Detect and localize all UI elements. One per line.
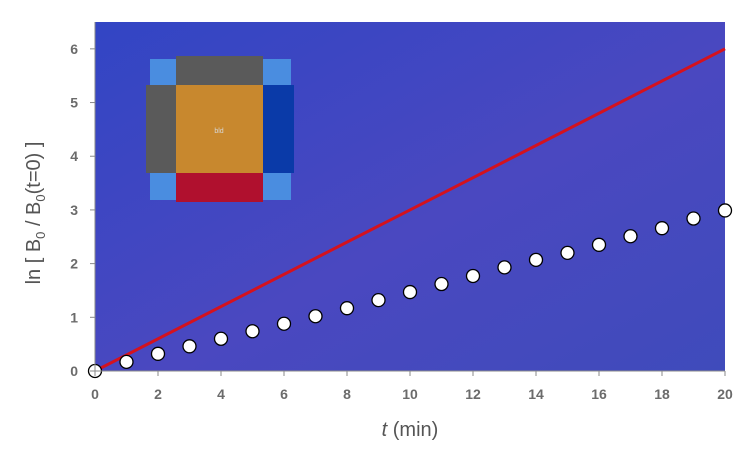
x-tick-label: 20 xyxy=(717,386,733,402)
y-tick-label: 6 xyxy=(70,41,78,57)
series-layer xyxy=(87,47,733,379)
y-tick-label: 0 xyxy=(70,363,78,379)
x-tick-label: 6 xyxy=(280,386,288,402)
inset-center-block xyxy=(176,85,263,173)
x-tick-label: 4 xyxy=(217,386,225,402)
y-tick-label: 3 xyxy=(70,202,78,218)
inset-top-block xyxy=(176,56,263,85)
data-point-18 xyxy=(654,221,670,236)
inset-left-block xyxy=(146,85,176,173)
data-point-9 xyxy=(371,292,386,308)
inset-corner-tr xyxy=(263,59,291,85)
data-point-12 xyxy=(465,268,481,284)
data-point-3 xyxy=(182,339,197,354)
data-point-11 xyxy=(434,276,449,292)
data-point-17 xyxy=(623,229,638,244)
data-point-1 xyxy=(119,354,134,370)
data-point-14 xyxy=(528,252,544,268)
y-axis-title-sub1: 0 xyxy=(33,232,48,239)
series-line-0 xyxy=(94,47,726,373)
inset-bottom-block xyxy=(176,173,263,202)
data-point-15 xyxy=(560,245,575,261)
x-axis-title-italic: t xyxy=(382,419,389,441)
data-point-16 xyxy=(591,237,607,252)
data-point-13 xyxy=(497,260,512,275)
x-tick-label: 18 xyxy=(654,386,670,402)
data-point-4 xyxy=(213,331,229,346)
inset-corner-tl xyxy=(150,59,176,85)
x-tick-label: 16 xyxy=(591,386,607,402)
y-axis-title-suffix: (t=0) ] xyxy=(23,142,45,195)
data-point-10 xyxy=(402,284,418,300)
inset-right-block xyxy=(263,85,294,173)
x-tick-label: 10 xyxy=(402,386,418,402)
data-point-5 xyxy=(245,324,260,339)
data-point-19 xyxy=(686,211,701,226)
data-point-6 xyxy=(276,316,292,331)
data-point-7 xyxy=(308,309,323,324)
x-ticks: 0 2 4 6 8 10 12 14 16 18 20 xyxy=(91,371,733,402)
x-tick-label: 8 xyxy=(343,386,351,402)
x-axis-title: t (min) xyxy=(382,419,439,441)
y-tick-label: 5 xyxy=(70,95,78,111)
x-tick-label: 12 xyxy=(465,386,481,402)
inset-corner-br xyxy=(263,173,291,200)
y-ticks: 0 1 2 3 4 5 6 xyxy=(70,41,95,379)
data-point-2 xyxy=(150,346,166,361)
x-tick-label: 0 xyxy=(91,386,99,402)
inset-label: bld xyxy=(214,128,223,135)
inset-image: bld xyxy=(146,56,294,202)
data-point-8 xyxy=(339,301,355,316)
y-tick-label: 2 xyxy=(70,256,78,272)
y-axis-title-prefix: ln [ B xyxy=(23,239,45,285)
y-tick-label: 1 xyxy=(70,309,78,325)
y-axis-title: ln [ B0 / B0(t=0) ] xyxy=(23,142,48,285)
inset-corner-bl xyxy=(150,173,176,200)
x-axis-title-rest: (min) xyxy=(387,419,438,441)
data-point-20 xyxy=(717,203,733,218)
y-axis-title-sub2: 0 xyxy=(33,194,48,201)
x-tick-label: 2 xyxy=(154,386,162,402)
x-tick-label: 14 xyxy=(528,386,544,402)
y-axis-title-mid: / B xyxy=(23,202,45,232)
y-tick-label: 4 xyxy=(70,148,78,164)
